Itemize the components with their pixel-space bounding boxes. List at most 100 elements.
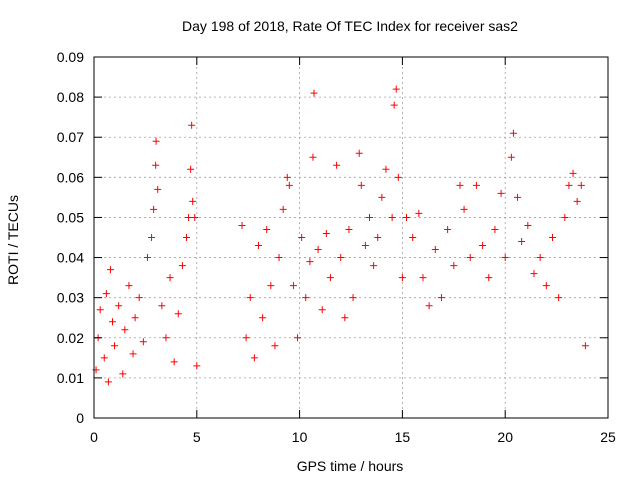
data-point [398,274,406,282]
data-point [322,229,330,237]
data-point [415,209,423,217]
x-tick-label: 5 [193,429,201,445]
data-point [409,234,417,241]
data-point [437,294,445,302]
data-point [444,225,452,233]
data-point [183,234,191,241]
data-point [374,234,382,241]
data-point [246,294,254,302]
data-point [460,205,468,213]
data-point [357,181,365,189]
data-point [238,221,246,229]
data-point [530,270,538,278]
data-point [577,181,585,189]
data-point [148,234,156,241]
data-point [569,169,577,177]
data-point [431,246,439,254]
data-point [100,354,108,362]
data-point [279,205,287,213]
data-point [139,338,147,346]
y-tick-label: 0.08 [57,89,84,105]
data-point [174,310,182,318]
grid [94,57,608,418]
data-point [250,354,258,362]
y-tick-label: 0.04 [57,250,84,266]
data-point [497,189,505,197]
y-tick-label: 0.02 [57,330,84,346]
data-point [333,161,341,169]
y-tick-label: 0 [76,410,84,426]
data-point [466,254,474,262]
data-point [390,101,398,109]
x-tick-label: 25 [600,429,616,445]
data-point [294,334,302,342]
y-tick-label: 0.01 [57,370,84,386]
data-point [491,225,499,233]
data-point [514,193,522,201]
data-point [188,121,196,129]
data-point [394,173,402,181]
plot-frame [93,56,609,419]
data-point [388,213,396,221]
data-point [524,221,532,229]
data-point [314,246,322,254]
axis-ticks [93,56,609,419]
data-point [565,181,573,189]
data-point [271,342,279,350]
data-point [109,318,117,326]
data-point [309,153,317,161]
y-tick-label: 0.06 [57,169,84,185]
data-point [518,238,526,246]
data-point [479,242,487,250]
data-point [542,282,550,290]
data-point [555,294,563,302]
data-point [392,85,400,93]
data-point [349,294,357,302]
x-axis-label: GPS time / hours [297,458,404,474]
data-point [119,370,127,378]
data-point [187,165,195,173]
data-point [370,262,378,270]
data-point [131,314,139,322]
data-point [337,254,345,262]
data-point [403,213,411,221]
data-point [104,378,112,386]
data-point [135,294,143,302]
data-point [285,181,293,189]
x-tick-label: 20 [497,429,513,445]
data-point [366,213,374,221]
data-point [536,254,544,262]
data-point [382,165,390,173]
data-point [189,197,197,205]
data-point [425,302,433,310]
data-point [263,225,271,233]
data-point [318,306,326,314]
data-point [162,334,170,342]
data-point [152,137,160,145]
data-point [178,262,186,270]
data-points [92,85,589,386]
data-point [158,302,166,310]
data-point [485,274,493,282]
data-point [185,213,193,221]
data-point [450,262,458,270]
data-point [472,181,480,189]
data-point [143,254,151,262]
data-point [302,294,310,302]
x-tick-label: 10 [292,429,308,445]
chart-title: Day 198 of 2018, Rate Of TEC Index for r… [182,18,518,34]
data-point [115,302,123,310]
data-point [129,350,137,358]
y-tick-label: 0.05 [57,209,84,225]
data-point [283,173,291,181]
data-point [345,225,353,233]
y-tick-labels: 0 0.01 0.02 0.03 0.04 0.05 0.06 0.07 0.08 0.09 [57,49,84,426]
data-point [289,282,297,290]
data-point [581,342,589,350]
data-point [548,234,556,241]
data-point [191,213,199,221]
data-point [310,89,318,97]
data-point [456,181,464,189]
data-point [361,242,369,250]
